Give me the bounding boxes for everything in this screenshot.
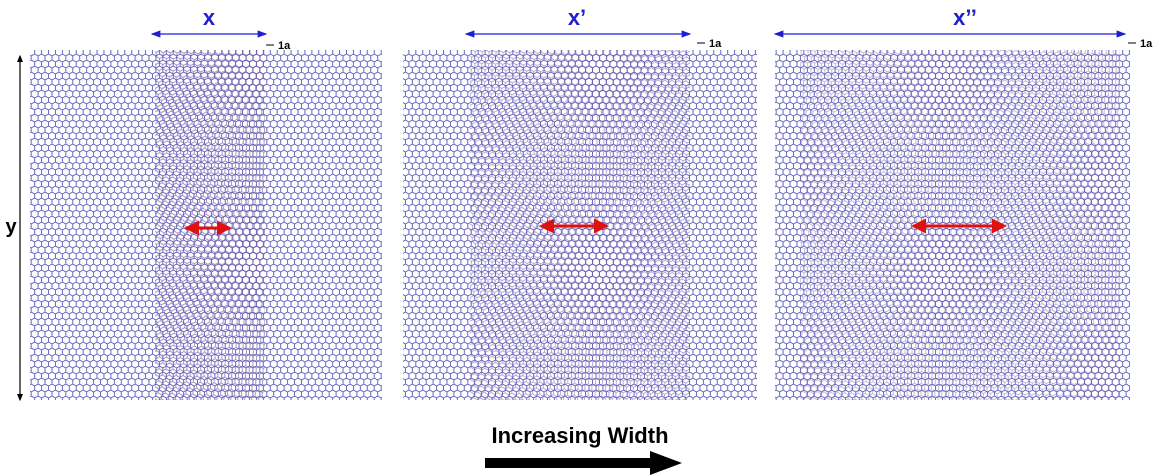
figure: x 1a x’ 1a x’’ 1a y Increasing Width bbox=[0, 0, 1163, 476]
step-label: 1a bbox=[709, 38, 722, 50]
panel-3: x’’ 1a bbox=[775, 5, 1153, 400]
width-label: x’ bbox=[568, 5, 586, 30]
step-label: 1a bbox=[278, 40, 291, 52]
panel-2: x’ 1a bbox=[403, 5, 757, 400]
lattice-overlap bbox=[155, 50, 265, 400]
panel-1: x 1a bbox=[30, 5, 382, 400]
caption: Increasing Width bbox=[491, 423, 668, 448]
width-label: x bbox=[203, 5, 216, 30]
height-label: y bbox=[5, 216, 17, 238]
step-label: 1a bbox=[1140, 38, 1153, 50]
width-label: x’’ bbox=[953, 5, 977, 30]
direction-arrow bbox=[485, 451, 682, 475]
